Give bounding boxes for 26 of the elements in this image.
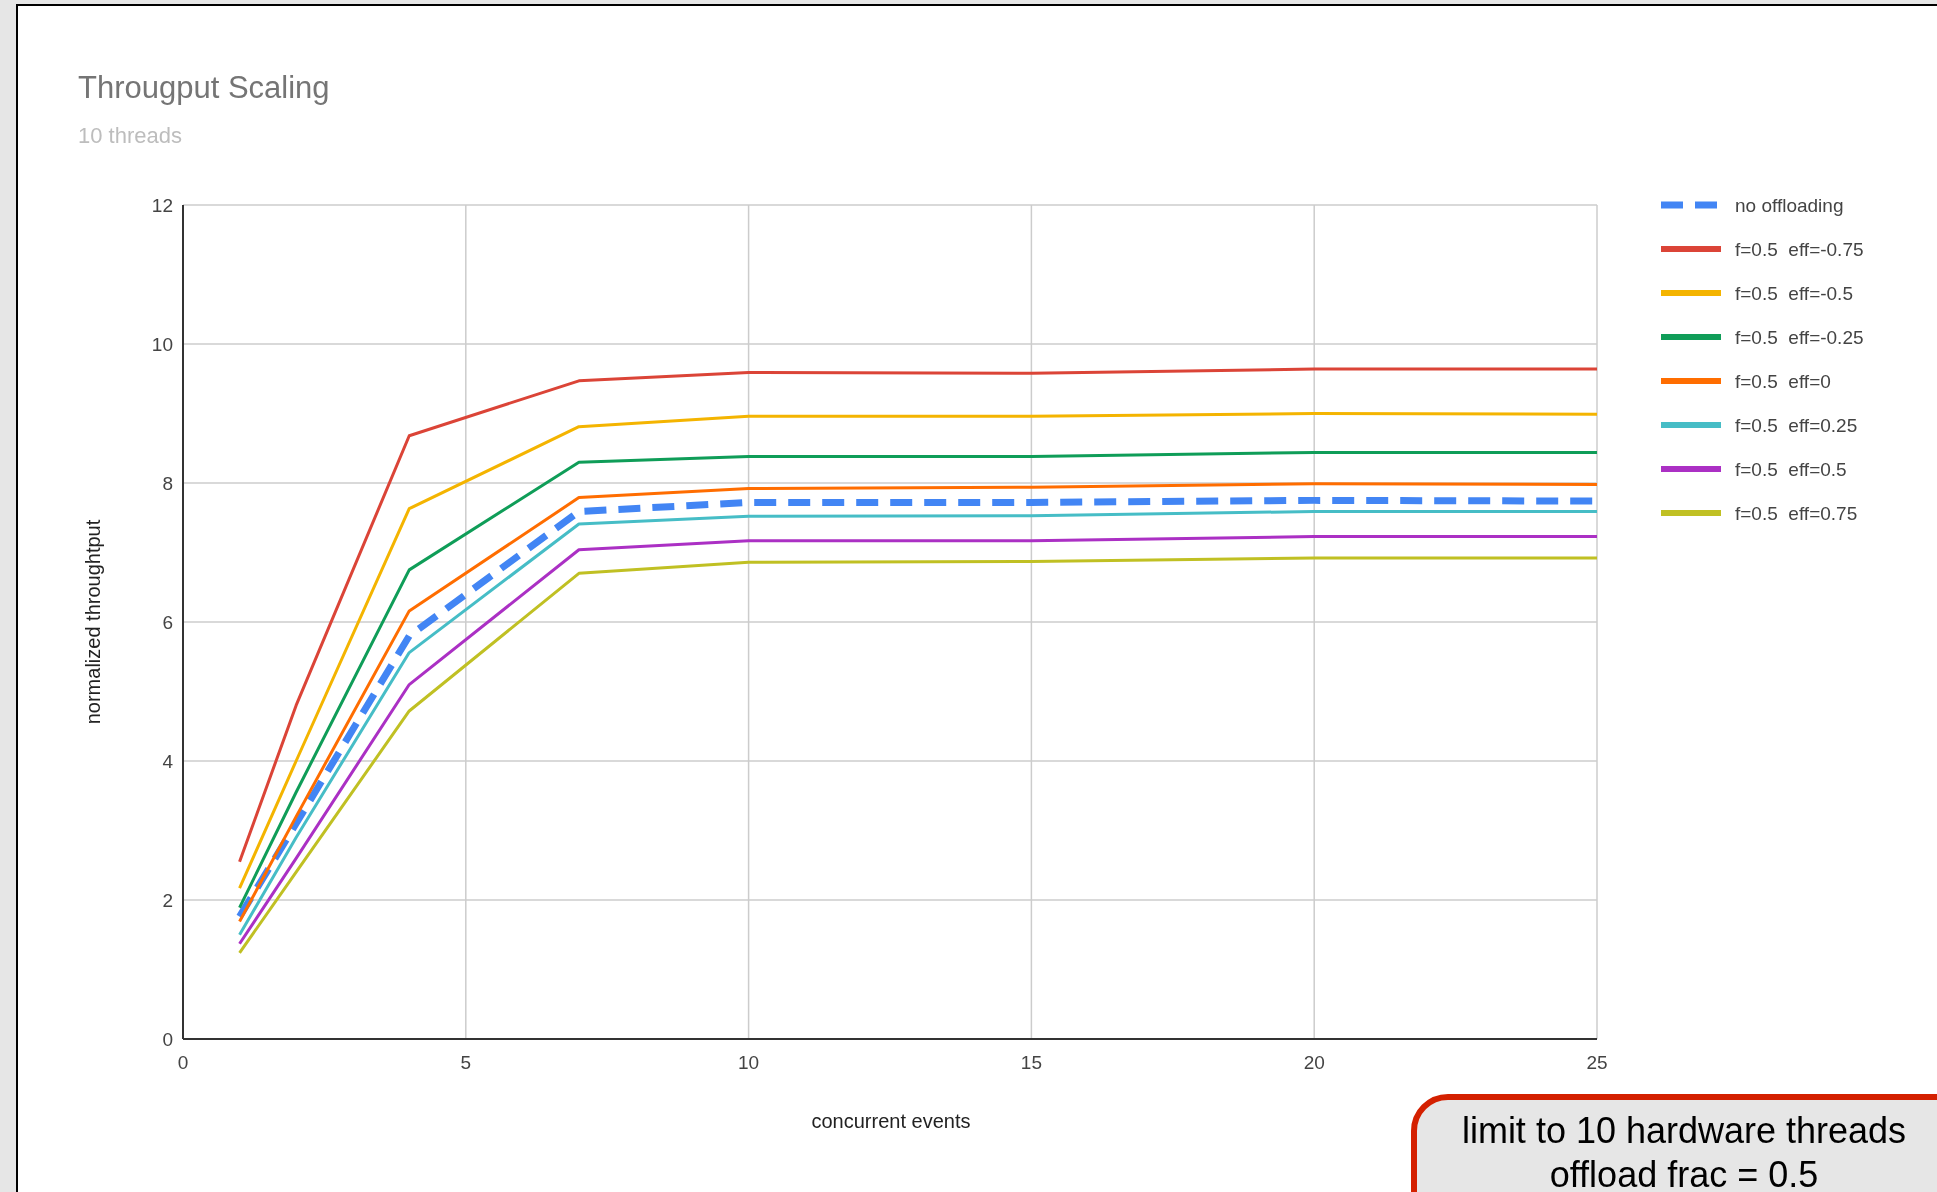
x-tick-label: 10 (738, 1052, 760, 1073)
y-tick-label: 4 (162, 750, 174, 772)
legend-label: f=0.5 eff=-0.5 (1735, 282, 1853, 304)
x-tick-label: 25 (1586, 1052, 1608, 1073)
x-tick-label: 5 (460, 1052, 472, 1073)
y-tick-label: 10 (151, 333, 173, 355)
x-axis-title: concurrent events (811, 1110, 971, 1132)
x-tick-label: 15 (1020, 1052, 1042, 1073)
legend-label: f=0.5 eff=0.75 (1735, 502, 1858, 524)
y-tick-label: 12 (151, 194, 173, 216)
legend-label: f=0.5 eff=0 (1735, 370, 1831, 392)
y-tick-label: 6 (162, 611, 173, 633)
y-tick-label: 8 (162, 472, 173, 494)
legend-label: f=0.5 eff=-0.25 (1735, 326, 1864, 348)
y-tick-label: 0 (162, 1028, 173, 1050)
y-axis-title: normalized throughtput (82, 519, 104, 725)
chart-subtitle: 10 threads (78, 123, 182, 148)
text: limit to 10 hardware threads offload frac = 0.5 (1461, 1110, 1907, 1192)
y-tick-label: 2 (162, 889, 173, 911)
legend-label: no offloading (1735, 194, 1844, 216)
legend-label: f=0.5 eff=0.5 (1735, 458, 1847, 480)
chart-title: Througput Scaling (78, 70, 330, 105)
legend-label: f=0.5 eff=0.25 (1735, 414, 1858, 436)
x-tick-label: 0 (177, 1052, 189, 1073)
legend-label: f=0.5 eff=-0.75 (1735, 238, 1864, 260)
x-tick-label: 20 (1303, 1052, 1325, 1073)
